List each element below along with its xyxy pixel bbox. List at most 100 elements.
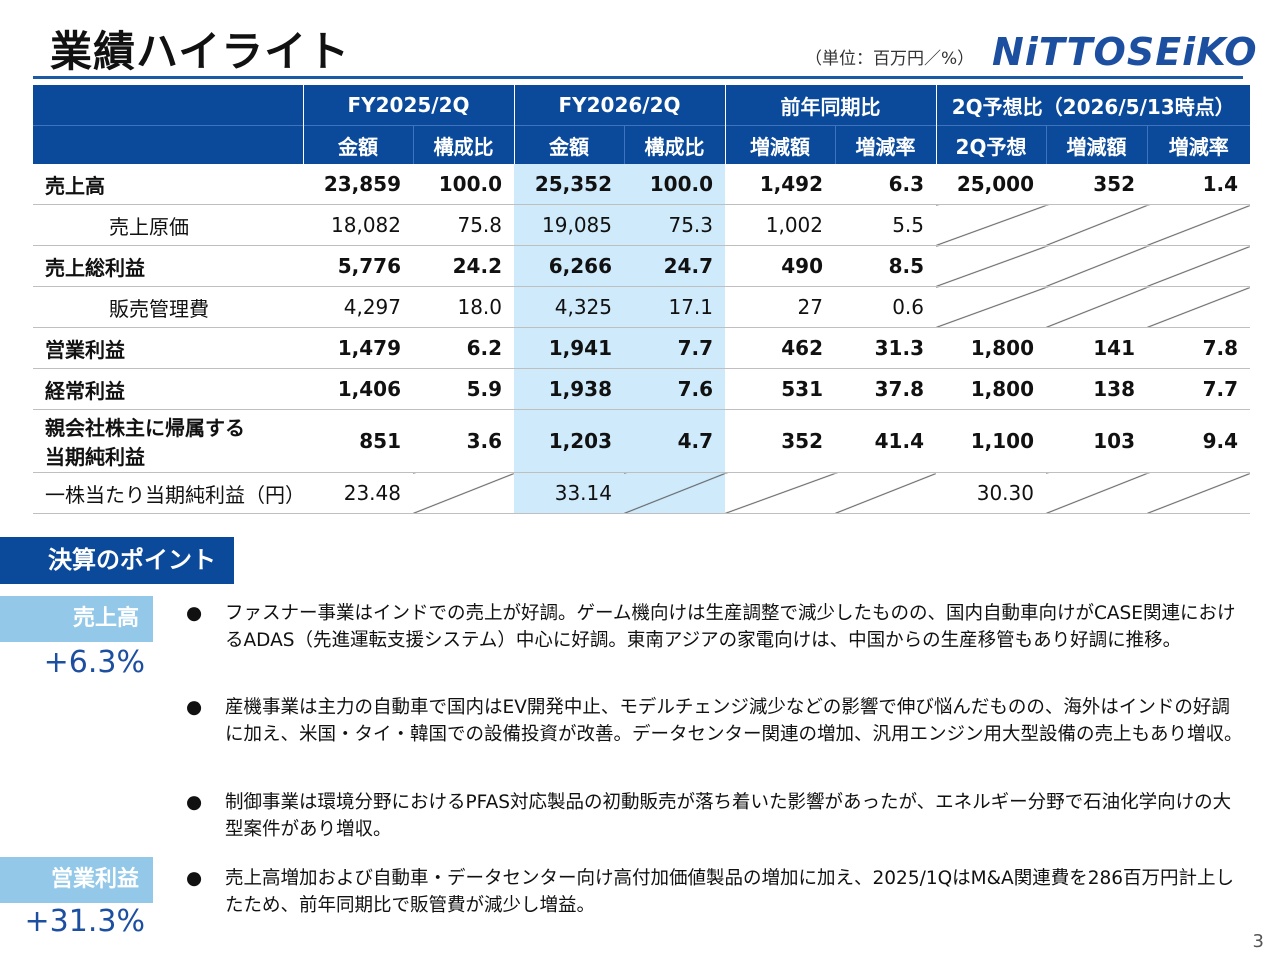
op-profit-tag: 営業利益 [0,857,153,903]
header-fy2026: FY2026/2Q [513,85,725,126]
empty-cell [936,286,1046,328]
subheader: 金額 [302,125,413,164]
bullet-text: 売上高増加および自動車・データセンター向け高付加価値製品の増加に加え、2025/… [225,868,1235,916]
cell: 100.0 [413,164,514,205]
cell: 37.8 [835,368,936,410]
cell: 1.4 [1147,164,1250,205]
cell: 17.1 [624,286,725,328]
bullet-mark: ● [186,792,203,813]
cell: 6.2 [413,327,514,369]
sales-tag: 売上高 [0,596,153,642]
cell: 23.48 [303,472,413,514]
header-fy2025: FY2025/2Q [302,85,514,126]
empty-cell [1147,472,1250,514]
bullet-mark: ● [186,603,203,624]
results-table: FY2025/2Q FY2026/2Q 前年同期比 2Q予想比（2026/5/1… [33,85,1250,514]
cell: 5.9 [413,368,514,410]
subheader: 増減率 [1146,125,1250,164]
cell: 462 [725,327,835,369]
empty-cell [1046,204,1147,246]
row-label: 売上総利益 [33,245,303,287]
empty-cell [1147,204,1250,246]
empty-cell [1046,472,1147,514]
cell: 138 [1046,368,1147,410]
row-label: 経常利益 [33,368,303,410]
cell: 33.14 [514,472,624,514]
cell: 24.2 [413,245,514,287]
table-row: 売上高 23,859 100.0 25,352 100.0 1,492 6.3 … [33,164,1250,205]
company-logo: NiTTOSEiKO [992,30,1258,74]
bullet-mark: ● [186,868,203,889]
cell: 25,000 [936,164,1046,205]
subheader: 2Q予想 [935,125,1046,164]
cell: 1,941 [514,327,624,369]
cell: 1,100 [936,409,1046,473]
cell: 31.3 [835,327,936,369]
header-corner [33,85,303,126]
table-row: 一株当たり当期純利益（円） 23.48 33.14 30.30 [33,472,1250,514]
cell: 103 [1046,409,1147,473]
cell: 1,479 [303,327,413,369]
cell: 1,938 [514,368,624,410]
subheader: 増減額 [724,125,835,164]
subheader: 金額 [513,125,624,164]
row-label: 販売管理費 [33,286,303,328]
row-label: 営業利益 [33,327,303,369]
table-row: 売上総利益 5,776 24.2 6,266 24.7 490 8.5 [33,245,1250,287]
cell: 7.7 [1147,368,1250,410]
subheader: 構成比 [623,125,725,164]
cell: 25,352 [514,164,624,205]
cell: 851 [303,409,413,473]
cell: 4,325 [514,286,624,328]
subheader: 増減額 [1045,125,1147,164]
table-row: 売上原価 18,082 75.8 19,085 75.3 1,002 5.5 [33,204,1250,246]
cell: 141 [1046,327,1147,369]
cell: 75.3 [624,204,725,246]
empty-cell [1147,245,1250,287]
row-label-line: 親会社株主に帰属する [45,416,245,440]
row-label: 親会社株主に帰属する 当期純利益 [33,409,303,473]
title-divider [33,76,1243,79]
cell: 352 [1046,164,1147,205]
bullet-text: 産機事業は主力の自動車で国内はEV開発中止、モデルチェンジ減少などの影響で伸び悩… [225,697,1243,745]
cell: 4,297 [303,286,413,328]
empty-cell [1147,286,1250,328]
cell: 9.4 [1147,409,1250,473]
cell: 75.8 [413,204,514,246]
cell: 0.6 [835,286,936,328]
row-label: 売上高 [33,164,303,205]
header-forecast: 2Q予想比（2026/5/13時点） [935,85,1250,126]
cell: 1,800 [936,327,1046,369]
cell: 41.4 [835,409,936,473]
cell: 1,406 [303,368,413,410]
cell: 7.6 [624,368,725,410]
empty-cell [835,472,936,514]
subheader: 増減率 [834,125,936,164]
table-row: 営業利益 1,479 6.2 1,941 7.7 462 31.3 1,800 … [33,327,1250,369]
cell: 24.7 [624,245,725,287]
empty-cell [624,472,725,514]
cell: 1,492 [725,164,835,205]
row-label: 売上原価 [33,204,303,246]
cell: 8.5 [835,245,936,287]
header-corner-sub [33,125,303,164]
cell: 7.7 [624,327,725,369]
cell: 30.30 [936,472,1046,514]
cell: 5,776 [303,245,413,287]
cell: 1,203 [514,409,624,473]
empty-cell [936,245,1046,287]
cell: 100.0 [624,164,725,205]
table-row: 親会社株主に帰属する 当期純利益 851 3.6 1,203 4.7 352 41… [33,409,1250,473]
cell: 23,859 [303,164,413,205]
row-label-line: 当期純利益 [45,445,145,469]
header-yoy: 前年同期比 [724,85,936,126]
page-number: 3 [1252,931,1264,952]
cell: 3.6 [413,409,514,473]
row-label: 一株当たり当期純利益（円） [33,472,305,514]
empty-cell [1046,286,1147,328]
cell: 6,266 [514,245,624,287]
empty-cell [1046,245,1147,287]
cell: 531 [725,368,835,410]
table-row: 販売管理費 4,297 18.0 4,325 17.1 27 0.6 [33,286,1250,328]
cell: 1,800 [936,368,1046,410]
